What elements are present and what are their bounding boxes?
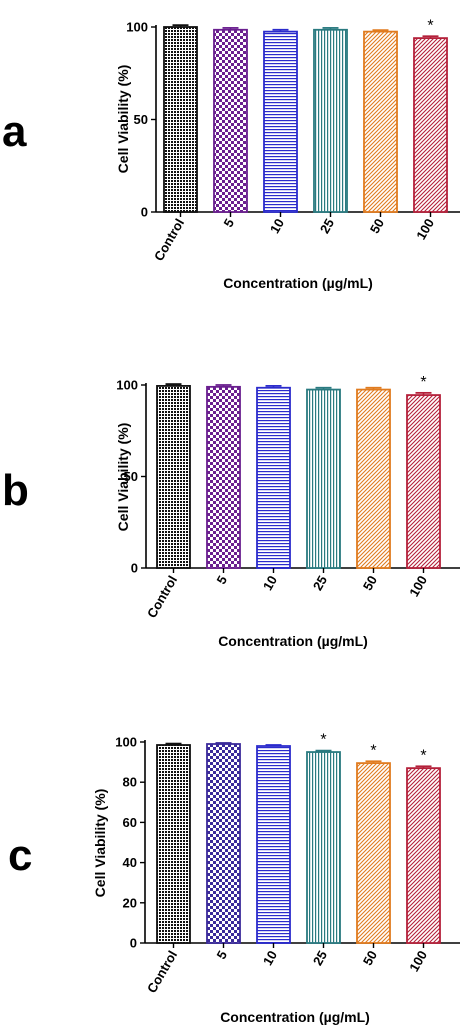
bar-10	[256, 745, 291, 944]
x-tick-label: 100	[406, 948, 430, 974]
bar-control	[156, 385, 191, 569]
y-tick-label: 0	[130, 936, 137, 951]
significance-marker: *	[420, 747, 426, 764]
x-tick-label: 100	[413, 216, 437, 242]
chart-panel-b: b 0 50 100 Cell Viability (%) Concentration (…	[2, 374, 460, 649]
y-tick-label: 50	[124, 469, 138, 484]
x-axis-label: Concentration (µg/mL)	[223, 275, 373, 291]
bar-5	[206, 743, 241, 944]
x-tick-label: 5	[213, 948, 230, 962]
bar-25	[306, 751, 341, 944]
bar-control	[163, 26, 198, 213]
x-tick-label: 5	[220, 216, 237, 230]
significance-marker: *	[420, 374, 426, 391]
x-tick-label: 50	[360, 948, 380, 968]
y-tick-label: 100	[116, 378, 138, 393]
significance-marker: *	[370, 742, 376, 759]
bar-100	[406, 767, 441, 944]
chart-panel-c: c 0 20 40 60 80 100 Cell Viability (%) Concentra…	[8, 732, 460, 1025]
x-tick-label: 50	[367, 216, 387, 236]
x-tick-label: Control	[151, 216, 187, 264]
y-axis-label: Cell Viability (%)	[92, 789, 108, 898]
bar-50	[356, 388, 391, 569]
x-axis-label: Concentration (µg/mL)	[220, 1009, 370, 1025]
bar-10	[256, 386, 291, 569]
y-tick-label: 50	[134, 112, 148, 127]
x-axis-label: Concentration (µg/mL)	[218, 633, 368, 649]
bar-50	[356, 762, 391, 944]
y-tick-label: 0	[131, 561, 138, 576]
bar-50	[363, 30, 398, 213]
x-tick-label: 5	[213, 573, 230, 587]
x-tick-label: Control	[144, 948, 180, 996]
bar-5	[213, 28, 248, 213]
y-tick-label: 100	[115, 735, 137, 750]
y-tick-label: 80	[123, 775, 137, 790]
y-axis-label: Cell Viability (%)	[115, 423, 131, 532]
bar-100	[406, 394, 441, 569]
x-tick-label: 25	[310, 948, 330, 968]
y-axis-label: Cell Viability (%)	[115, 65, 131, 174]
bar-25	[313, 28, 348, 213]
x-tick-label: 25	[317, 216, 337, 236]
x-tick-label: 10	[260, 573, 280, 593]
panel-label: c	[8, 831, 32, 880]
x-tick-label: 10	[267, 216, 287, 236]
bar-10	[263, 30, 298, 213]
y-tick-label: 20	[123, 895, 137, 910]
y-tick-label: 40	[123, 855, 137, 870]
y-tick-label: 100	[126, 20, 148, 35]
bar-25	[306, 388, 341, 569]
x-tick-label: 100	[406, 573, 430, 599]
chart-panel-a: a 0 50 100 Cell Viability (%) Concentration (…	[2, 17, 460, 291]
y-tick-label: 0	[141, 205, 148, 220]
significance-marker: *	[320, 732, 326, 749]
x-tick-label: 25	[310, 573, 330, 593]
panel-label: b	[2, 466, 29, 515]
bar-100	[413, 37, 448, 213]
y-tick-label: 60	[123, 815, 137, 830]
significance-marker: *	[427, 17, 433, 34]
x-tick-label: 10	[260, 948, 280, 968]
x-tick-label: 50	[360, 573, 380, 593]
panel-label: a	[2, 107, 27, 156]
bar-control	[156, 744, 191, 944]
bar-5	[206, 385, 241, 569]
x-tick-label: Control	[144, 573, 180, 621]
